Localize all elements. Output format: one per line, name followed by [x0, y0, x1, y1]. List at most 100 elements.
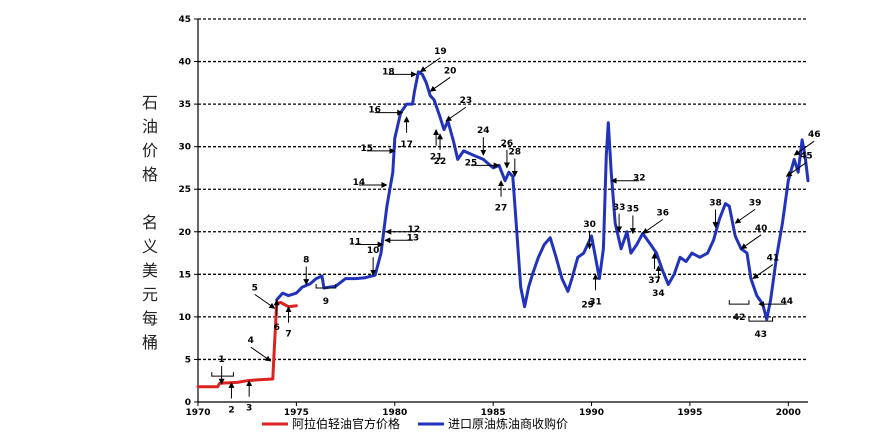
x-tick-label: 1970 — [185, 408, 210, 418]
gridlines — [198, 18, 808, 361]
annotation-label: 43 — [755, 330, 768, 340]
annotation-label: 31 — [589, 297, 602, 307]
annotation: 20 — [429, 66, 456, 92]
y-tick-label: 25 — [178, 185, 191, 195]
x-tick-label: 2000 — [776, 408, 801, 418]
annotation: 42 — [728, 300, 750, 323]
annotation-label: 6 — [274, 323, 280, 333]
annotation: 10 — [367, 246, 380, 276]
y-axis-label-line1-text: 石油价格 — [142, 93, 158, 184]
x-tick-label: 1995 — [677, 408, 702, 418]
x-tick-label: 1985 — [481, 408, 506, 418]
annotation-arrow — [734, 208, 756, 224]
annotation: 12 — [385, 225, 420, 235]
annotation-label: 46 — [808, 130, 821, 140]
annotation: 8 — [303, 256, 309, 286]
annotation-label: 42 — [733, 313, 746, 323]
annotation: 5 — [252, 283, 276, 309]
legend: 阿拉伯轻油官方价格 进口原油炼油商收购价 — [262, 416, 568, 431]
annotation: 2 — [228, 381, 235, 415]
annotation-arrow — [429, 76, 451, 92]
annotation-label: 44 — [781, 297, 794, 307]
y-tick-label: 40 — [178, 58, 191, 68]
annotation: 14 — [353, 178, 388, 188]
annotation: 33 — [613, 203, 626, 233]
annotation: 39 — [734, 198, 762, 224]
annotation: 22 — [434, 133, 447, 167]
annotation-label: 24 — [477, 126, 490, 136]
annotation: 41 — [752, 254, 779, 279]
y-tick-label: 20 — [178, 228, 191, 238]
annotation-label: 21 — [430, 153, 443, 163]
annotation-label: 2 — [228, 405, 234, 415]
annotation: 1 — [211, 355, 234, 385]
annotation: 45 — [785, 151, 813, 177]
annotation: 3 — [246, 380, 252, 414]
annotation: 13 — [384, 233, 420, 244]
annotation-label: 10 — [367, 246, 380, 256]
annotation-label: 15 — [361, 144, 374, 154]
annotation: 31 — [589, 273, 602, 307]
x-tick-label: 1980 — [382, 408, 407, 418]
annotation-bracket — [315, 283, 337, 289]
annotation-arrow — [740, 234, 762, 250]
y-axis-label-line2: 名义美元每桶 — [142, 213, 158, 352]
annotation: 40 — [740, 224, 768, 250]
series-line-2 — [275, 70, 810, 321]
annotation-label: 19 — [434, 47, 447, 57]
annotation-arrow — [752, 264, 774, 279]
annotation-label: 7 — [285, 330, 291, 340]
y-tick-label: 15 — [178, 270, 191, 280]
annotation-label: 9 — [323, 297, 329, 307]
annotation-bracket — [748, 317, 774, 322]
annotation: 29 — [581, 300, 594, 310]
legend-label-1: 阿拉伯轻油官方价格 — [292, 416, 400, 431]
annotation-label: 30 — [583, 220, 596, 230]
annotation: 30 — [583, 220, 596, 250]
annotation-arrow — [785, 162, 807, 177]
annotation-label: 35 — [627, 204, 640, 214]
y-tick-label: 10 — [178, 313, 191, 323]
annotation-label: 39 — [749, 198, 762, 208]
annotation: 16 — [368, 106, 404, 116]
annotation-label: 40 — [755, 224, 768, 234]
annotation-label: 4 — [248, 336, 254, 346]
annotation-label: 8 — [303, 256, 309, 266]
annotation-label: 33 — [613, 203, 626, 213]
annotation-label: 37 — [648, 276, 661, 286]
annotation: 27 — [495, 180, 507, 214]
annotation: 17 — [400, 116, 413, 150]
annotation-label: 14 — [353, 178, 366, 188]
annotation: 44 — [758, 297, 794, 308]
annotation-label: 29 — [581, 300, 594, 310]
annotation-label: 16 — [368, 106, 381, 116]
annotation-label: 34 — [652, 289, 665, 299]
annotation-label: 25 — [465, 158, 478, 168]
annotation-label: 13 — [407, 233, 420, 243]
annotation: 26 — [501, 139, 514, 169]
y-tick-label: 30 — [178, 143, 191, 153]
annotation-arrow — [445, 106, 467, 122]
y-axis-label-line1: 石油价格 — [142, 93, 158, 184]
annotation-label: 23 — [460, 96, 473, 106]
annotation: 38 — [709, 199, 722, 229]
annotation: 15 — [361, 144, 396, 154]
annotation: 23 — [445, 96, 473, 122]
annotations: 12 34567891011121314151617181920212223242… — [211, 47, 821, 415]
annotation: 25 — [465, 158, 500, 169]
annotation: 28 — [509, 147, 521, 178]
y-tick-label: 35 — [178, 100, 191, 110]
annotation-label: 26 — [501, 139, 514, 149]
annotation-label: 22 — [434, 157, 447, 167]
annotation-label: 3 — [246, 404, 252, 414]
annotation: 7 — [285, 306, 292, 340]
annotation: 32 — [610, 174, 645, 184]
annotation: 21 — [430, 129, 443, 163]
annotation-label: 18 — [382, 67, 395, 77]
y-tick-label: 0 — [185, 398, 191, 408]
annotation: 24 — [477, 126, 490, 156]
annotation-label: 1 — [218, 355, 224, 365]
annotation: 19 — [419, 47, 447, 73]
annotation: 18 — [382, 67, 418, 78]
